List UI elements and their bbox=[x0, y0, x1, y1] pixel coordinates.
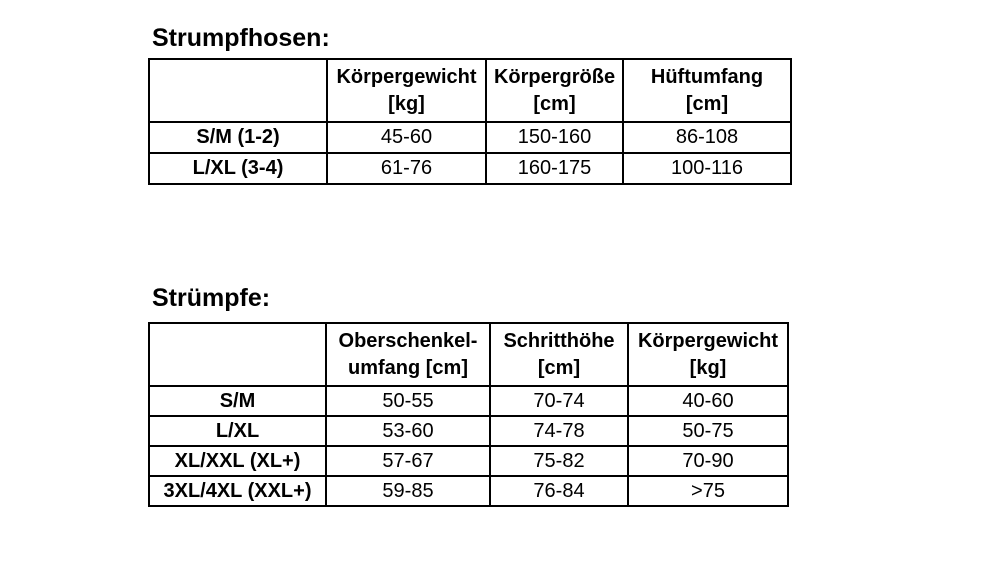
header-line: Oberschenkel- bbox=[338, 329, 478, 352]
header-cell-koerpergewicht: Körpergewicht [kg] bbox=[326, 58, 487, 123]
row-label: S/M bbox=[148, 385, 327, 417]
row-label: 3XL/4XL (XXL+) bbox=[148, 475, 327, 507]
table-row: XL/XXL (XL+) 57-67 75-82 70-90 bbox=[148, 445, 789, 477]
table-cell: 59-85 bbox=[325, 475, 491, 507]
strumpfhosen-size-table: Körpergewicht [kg] Körpergröße [cm] Hüft… bbox=[148, 58, 792, 185]
table-cell: 45-60 bbox=[326, 121, 487, 154]
header-line: Hüftumfang bbox=[650, 65, 764, 88]
table-cell: 50-75 bbox=[627, 415, 789, 447]
header-line: Körpergröße bbox=[493, 65, 616, 88]
struempfe-title: Strümpfe: bbox=[152, 284, 271, 312]
header-cell-oberschenkelumfang: Oberschenkel- umfang [cm] bbox=[325, 322, 491, 387]
struempfe-size-table: Oberschenkel- umfang [cm] Schritthöhe [c… bbox=[148, 322, 789, 507]
header-line: Körpergewicht bbox=[637, 329, 779, 352]
header-cell-koerpergewicht: Körpergewicht [kg] bbox=[627, 322, 789, 387]
table-cell: 74-78 bbox=[489, 415, 629, 447]
table-cell: 76-84 bbox=[489, 475, 629, 507]
row-label: L/XL (3-4) bbox=[148, 152, 328, 185]
table-cell: 53-60 bbox=[325, 415, 491, 447]
table-header-row: Körpergewicht [kg] Körpergröße [cm] Hüft… bbox=[148, 58, 792, 123]
header-unit: [kg] bbox=[388, 92, 425, 115]
table-cell: 61-76 bbox=[326, 152, 487, 185]
table-cell: 57-67 bbox=[325, 445, 491, 477]
header-unit: [kg] bbox=[689, 356, 727, 379]
row-label: S/M (1-2) bbox=[148, 121, 328, 154]
table-cell: 100-116 bbox=[622, 152, 792, 185]
header-cell-schritthoehe: Schritthöhe [cm] bbox=[489, 322, 629, 387]
row-label: XL/XXL (XL+) bbox=[148, 445, 327, 477]
header-unit: umfang [cm] bbox=[348, 356, 468, 379]
header-unit: [cm] bbox=[533, 92, 576, 115]
table-row: S/M 50-55 70-74 40-60 bbox=[148, 385, 789, 417]
table-cell: 70-74 bbox=[489, 385, 629, 417]
table-row: 3XL/4XL (XXL+) 59-85 76-84 >75 bbox=[148, 475, 789, 507]
table-cell: 75-82 bbox=[489, 445, 629, 477]
strumpfhosen-title: Strumpfhosen: bbox=[152, 24, 330, 52]
header-cell-koerpergroesse: Körpergröße [cm] bbox=[485, 58, 624, 123]
table-row: S/M (1-2) 45-60 150-160 86-108 bbox=[148, 121, 792, 154]
header-unit: [cm] bbox=[537, 356, 581, 379]
table-cell: 50-55 bbox=[325, 385, 491, 417]
table-header-row: Oberschenkel- umfang [cm] Schritthöhe [c… bbox=[148, 322, 789, 387]
table-cell: >75 bbox=[627, 475, 789, 507]
header-cell-empty bbox=[148, 322, 327, 387]
header-cell-empty bbox=[148, 58, 328, 123]
table-cell: 70-90 bbox=[627, 445, 789, 477]
table-cell: 86-108 bbox=[622, 121, 792, 154]
table-cell: 40-60 bbox=[627, 385, 789, 417]
table-cell: 150-160 bbox=[485, 121, 624, 154]
table-row: L/XL 53-60 74-78 50-75 bbox=[148, 415, 789, 447]
table-cell: 160-175 bbox=[485, 152, 624, 185]
header-line: Körpergewicht bbox=[336, 65, 477, 88]
table-row: L/XL (3-4) 61-76 160-175 100-116 bbox=[148, 152, 792, 185]
header-line: Schritthöhe bbox=[503, 329, 615, 352]
header-unit: [cm] bbox=[685, 92, 729, 115]
row-label: L/XL bbox=[148, 415, 327, 447]
header-cell-hueftumfang: Hüftumfang [cm] bbox=[622, 58, 792, 123]
